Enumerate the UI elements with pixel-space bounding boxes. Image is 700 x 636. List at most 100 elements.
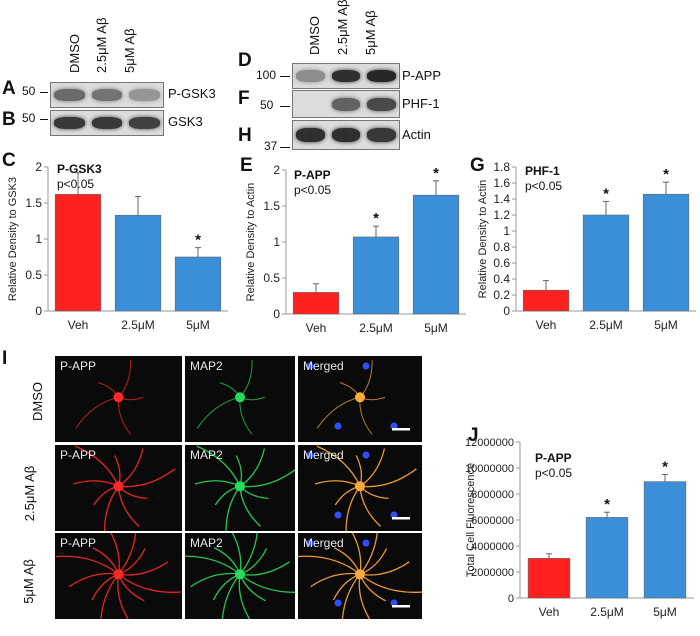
panel-label-h: H — [238, 125, 252, 146]
neurite — [298, 555, 361, 575]
mw-marker: 50 — [22, 111, 36, 125]
panel-label-d: D — [238, 50, 252, 71]
y-tick-label: 10000000 — [465, 463, 514, 475]
panel-label-c: C — [2, 150, 16, 171]
blot-phf-1 — [292, 90, 400, 118]
neurite — [118, 468, 176, 488]
y-axis-label: Total Cell Fluorescence — [465, 463, 477, 577]
blot-p-app — [292, 63, 400, 89]
neurite — [117, 486, 140, 527]
blot-name: P-GSK3 — [168, 86, 216, 101]
blot-band — [54, 89, 85, 101]
significance-star: * — [662, 459, 668, 476]
micro-row-label: DMSO — [30, 382, 45, 421]
y-axis-label: Relative Density to Actin — [245, 183, 257, 302]
neurite — [239, 486, 261, 527]
dapi-nucleus — [334, 599, 342, 607]
micro-col-label: MAP2 — [190, 359, 223, 373]
mw-marker: 50 — [260, 98, 274, 112]
lane-label: 2.5μM Aβ — [94, 17, 109, 73]
blot-name: GSK3 — [168, 114, 203, 129]
micro-row-label: 2.5μM Aβ — [22, 465, 38, 522]
micro-col-label: MAP2 — [190, 448, 223, 462]
neurite — [103, 485, 120, 531]
y-tick-label: 0.5 — [263, 271, 280, 285]
neurite — [213, 547, 241, 575]
category-label: Veh — [68, 318, 89, 332]
dapi-nucleus — [306, 539, 314, 547]
chart-subtitle: p<0.05 — [535, 466, 572, 480]
bar — [292, 292, 340, 315]
category-label: Veh — [306, 321, 327, 335]
y-tick-label: 1 — [503, 224, 510, 238]
micrograph-cell: P-APP — [55, 445, 182, 531]
neurite — [185, 555, 241, 575]
neurite — [239, 573, 295, 593]
neuron-image — [194, 445, 295, 531]
y-tick-label: 1 — [35, 232, 42, 246]
neurite — [239, 533, 258, 575]
bar — [582, 214, 630, 312]
bar — [54, 194, 102, 312]
mw-tick — [40, 119, 48, 120]
neurite — [239, 548, 268, 575]
dapi-nucleus — [334, 422, 342, 430]
dapi-nucleus — [362, 451, 370, 459]
y-tick-label: 12000000 — [465, 437, 514, 449]
y-tick-label: 6000000 — [471, 515, 514, 527]
chart-subtitle: p<0.05 — [294, 183, 331, 197]
micro-col-label: P-APP — [60, 448, 97, 462]
blot-name: P-APP — [402, 68, 442, 83]
neurite — [314, 480, 361, 487]
dapi-nucleus — [390, 599, 398, 607]
neurite — [239, 360, 253, 398]
micro-col-label: MAP2 — [190, 536, 223, 550]
category-label: 2.5μM — [359, 321, 393, 335]
neurite — [359, 486, 381, 527]
neuron-image — [55, 533, 182, 619]
chart-title: P-APP — [294, 168, 331, 182]
bar — [522, 289, 570, 312]
category-label: Veh — [536, 318, 557, 332]
soma — [235, 481, 245, 492]
neurite — [118, 360, 132, 398]
blot-band — [54, 117, 85, 129]
panel-label-e: E — [240, 155, 253, 176]
neurite — [359, 574, 387, 602]
lane-label: 5μM Aβ — [363, 10, 378, 55]
y-tick-label: 0.8 — [493, 240, 510, 254]
neurite — [212, 573, 241, 601]
neuron-image — [298, 533, 422, 619]
category-label: 5μM — [424, 321, 448, 335]
y-tick-label: 2 — [273, 163, 280, 177]
scale-bar — [392, 517, 410, 520]
mw-tick — [280, 147, 290, 148]
soma — [355, 481, 365, 492]
neurite — [55, 555, 119, 575]
dapi-nucleus — [306, 451, 314, 459]
y-tick-label: 2 — [35, 160, 42, 174]
panel-label-j: J — [468, 425, 479, 446]
blot-actin — [292, 120, 400, 150]
neurite — [341, 573, 361, 619]
neurite — [100, 573, 120, 619]
blot-band — [91, 89, 123, 101]
significance-star: * — [433, 165, 439, 182]
lane-label: 5μM Aβ — [122, 28, 137, 73]
scale-bar — [392, 605, 410, 608]
y-tick-label: 2000000 — [471, 567, 514, 579]
neurite — [221, 573, 241, 619]
blot-band — [129, 89, 160, 101]
soma — [113, 392, 124, 403]
neurite — [196, 396, 241, 429]
micrograph-cell: P-APP — [55, 356, 182, 442]
category-label: 2.5μM — [121, 318, 155, 332]
neurite — [332, 573, 361, 601]
neurite — [92, 547, 120, 575]
micro-col-label: P-APP — [60, 536, 97, 550]
category-label: 5μM — [654, 318, 678, 332]
y-tick-label: 0.5 — [25, 268, 42, 282]
neuron-image — [185, 533, 295, 619]
scale-bar — [392, 428, 410, 431]
significance-star: * — [603, 185, 609, 202]
